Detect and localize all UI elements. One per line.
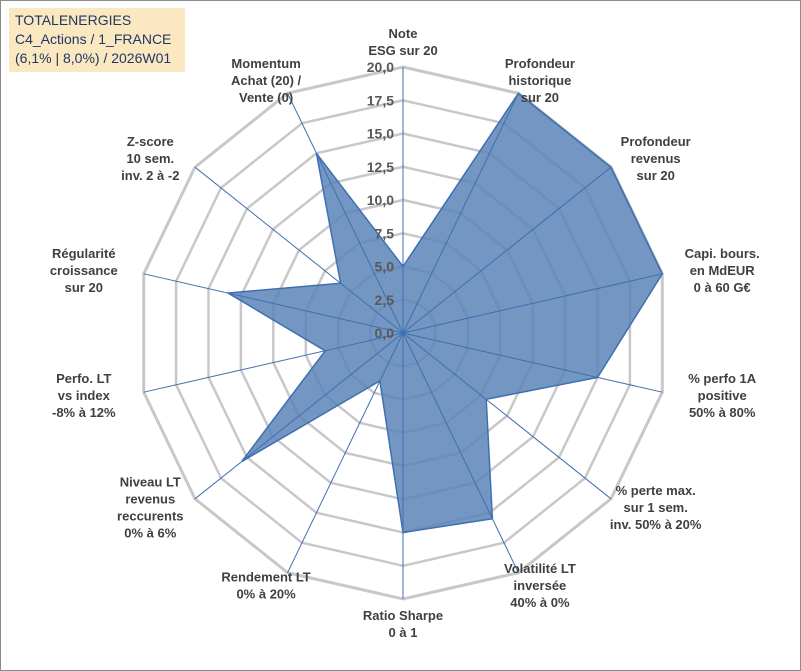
title-line-1: TOTALENERGIES [15, 12, 132, 28]
tick-label: 0,0 [375, 325, 395, 341]
radar-spokes [143, 67, 663, 599]
axis-label-line: % perte max. [616, 483, 696, 498]
axis-label-line: ESG sur 20 [368, 43, 437, 58]
spoke-2 [402, 166, 612, 334]
tick-label: 10,0 [367, 192, 394, 208]
axis-label-0: Note ESG sur 20 [368, 26, 437, 58]
spoke-12 [194, 166, 404, 334]
axis-label-line: Z-score [127, 134, 174, 149]
title-line-2: C4_Actions / 1_FRANCE [15, 31, 172, 47]
axis-label-line: % perfo 1A [688, 371, 757, 386]
axis-label-line: 0% à 20% [236, 586, 296, 601]
axis-label-4: % perfo 1A positive 50% à 80% [688, 371, 757, 420]
axis-label-line: Capi. bours. [685, 246, 760, 261]
axis-label-line: Ratio Sharpe [363, 608, 443, 623]
axis-label-line: Note [389, 26, 418, 41]
axis-label-line: Volatilité LT [504, 561, 576, 576]
axis-label-1: Profondeur historique sur 20 [505, 56, 575, 105]
axis-label-line: 0 à 60 G€ [694, 280, 751, 295]
title-line-3: (6,1% | 8,0%) / 2026W01 [15, 50, 172, 66]
radar-series [225, 92, 664, 534]
axis-label-6: Volatilité LT inversée 40% à 0% [504, 561, 576, 610]
series-area [225, 92, 664, 534]
axis-label-13: Momentum Achat (20) / Vente (0) [231, 56, 301, 105]
spoke-11 [143, 273, 404, 334]
spoke-6 [402, 332, 519, 573]
axis-label-12: Z-score 10 sem. inv. 2 à -2 [121, 134, 179, 183]
axis-label-line: Achat (20) / [231, 73, 301, 88]
axis-label-line: Régularité [52, 246, 116, 261]
spoke-13 [287, 93, 404, 334]
title-box: TOTALENERGIES C4_Actions / 1_FRANCE (6,1… [9, 8, 185, 72]
axis-label-line: sur 20 [65, 280, 103, 295]
axis-label-line: Rendement LT [221, 569, 310, 584]
axis-label-line: 50% à 80% [689, 405, 756, 420]
axis-label-line: croissance [50, 263, 118, 278]
spoke-8 [287, 332, 404, 573]
tick-label: 5,0 [375, 259, 395, 275]
tick-label: 7,5 [375, 225, 395, 241]
tick-label: 17,5 [367, 92, 394, 108]
axis-label-line: revenus [125, 492, 175, 507]
axis-label-line: 10 sem. [126, 151, 174, 166]
axis-label-line: Momentum [231, 56, 300, 71]
axis-label-9: Niveau LT revenus reccurents 0% à 6% [117, 475, 183, 541]
axis-label-8: Rendement LT 0% à 20% [221, 569, 310, 601]
axis-label-line: historique [508, 73, 571, 88]
axis-label-line: 0 à 1 [389, 625, 418, 640]
axis-label-line: Vente (0) [239, 90, 293, 105]
axis-label-3: Capi. bours. en MdEUR 0 à 60 G€ [685, 246, 760, 295]
spoke-4 [402, 332, 663, 393]
axis-label-line: inv. 2 à -2 [121, 168, 179, 183]
axis-label-line: revenus [631, 151, 681, 166]
axis-label-10: Perfo. LT vs index -8% à 12% [52, 371, 116, 420]
spoke-10 [143, 332, 404, 393]
axis-label-2: Profondeur revenus sur 20 [621, 134, 691, 183]
axis-label-11: Régularité croissance sur 20 [50, 246, 118, 295]
axis-label-5: % perte max. sur 1 sem. inv. 50% à 20% [610, 483, 702, 532]
axis-label-line: sur 20 [637, 168, 675, 183]
axis-label-line: vs index [58, 388, 111, 403]
radar-axis-labels: Note ESG sur 20 Profondeur historique sur 20… [50, 26, 760, 640]
axis-label-line: Niveau LT [120, 475, 181, 490]
tick-label: 15,0 [367, 126, 394, 142]
spoke-9 [194, 332, 404, 500]
spoke-1 [402, 93, 519, 334]
axis-label-line: sur 20 [521, 90, 559, 105]
axis-label-line: 0% à 6% [124, 526, 176, 541]
tick-label: 12,5 [367, 159, 394, 175]
spoke-3 [402, 273, 663, 334]
spoke-5 [402, 332, 612, 500]
axis-label-line: Profondeur [621, 134, 691, 149]
axis-label-7: Ratio Sharpe 0 à 1 [363, 608, 443, 640]
axis-label-line: -8% à 12% [52, 405, 116, 420]
axis-label-line: inversée [514, 578, 567, 593]
axis-label-line: sur 1 sem. [624, 500, 688, 515]
axis-label-line: positive [698, 388, 747, 403]
axis-label-line: Perfo. LT [56, 371, 111, 386]
axis-label-line: inv. 50% à 20% [610, 517, 702, 532]
tick-label: 20,0 [367, 59, 394, 75]
radar-tick-labels: 0,0 2,5 5,0 7,5 10,0 12,5 15,0 17,5 20,0 [367, 59, 394, 341]
tick-label: 2,5 [375, 292, 395, 308]
axis-label-line: 40% à 0% [510, 595, 570, 610]
axis-label-line: Profondeur [505, 56, 575, 71]
axis-label-line: reccurents [117, 509, 183, 524]
axis-label-line: en MdEUR [690, 263, 756, 278]
